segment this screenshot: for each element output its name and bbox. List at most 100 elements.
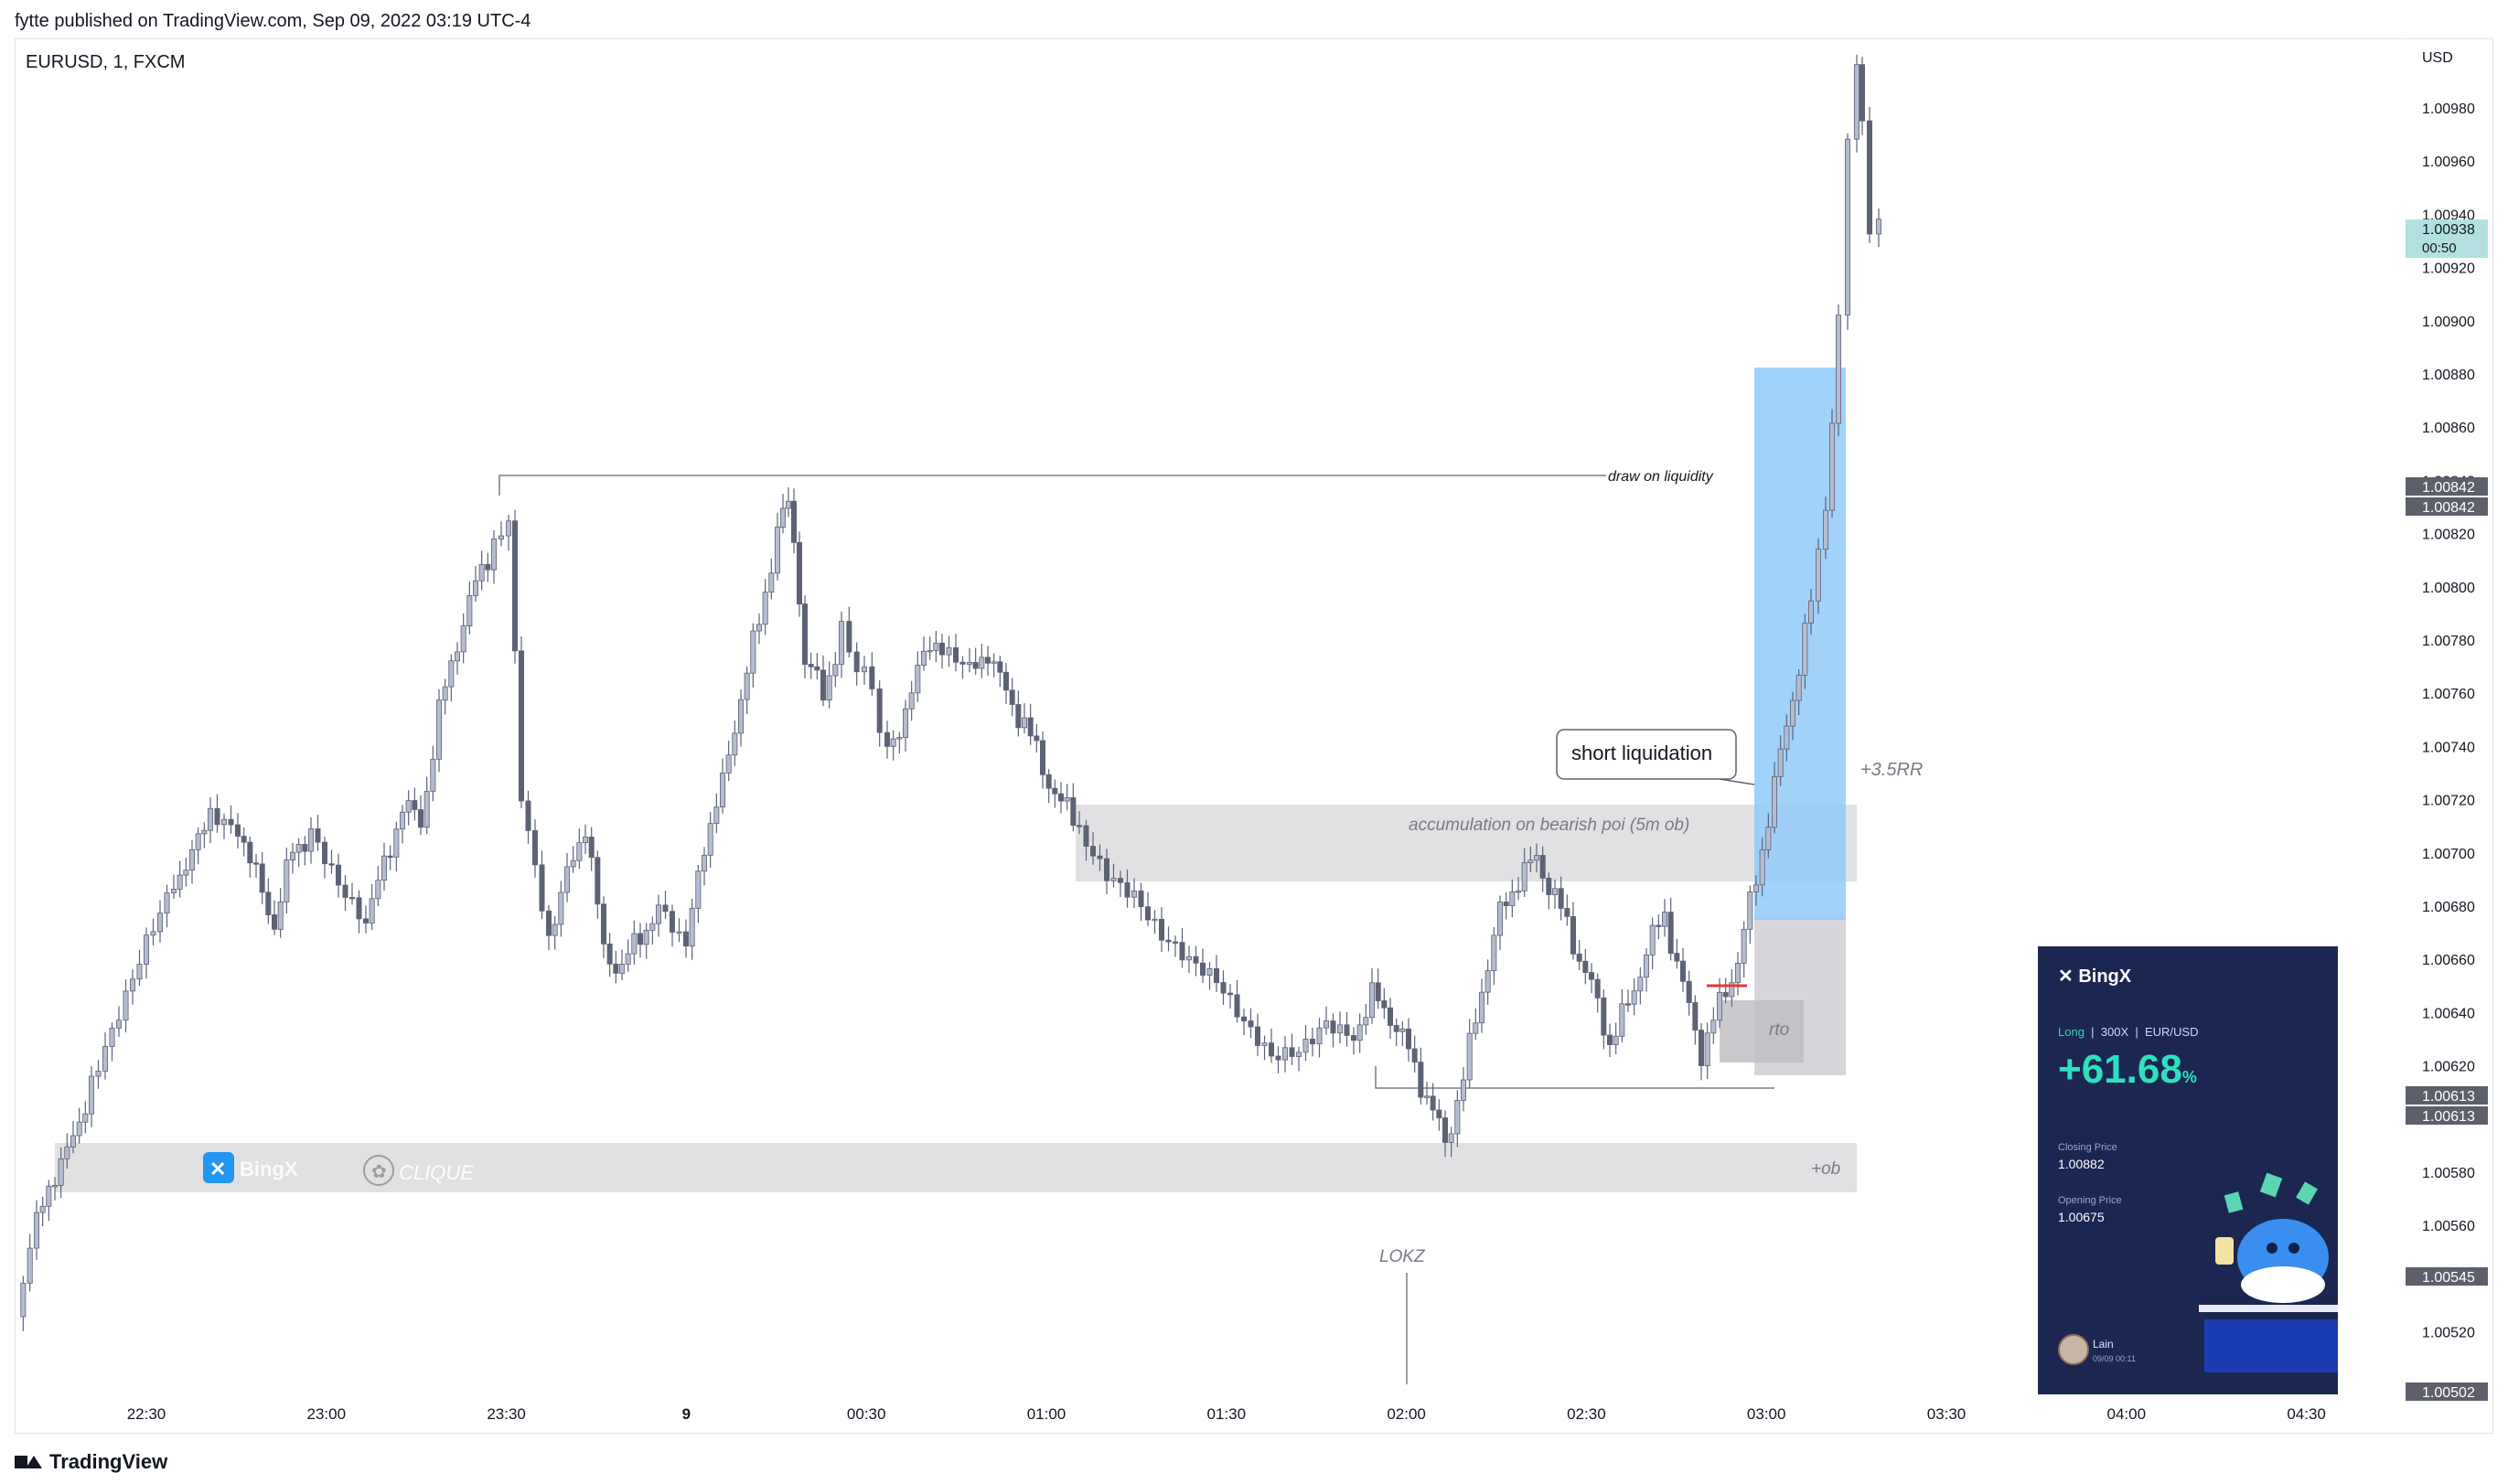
candle	[775, 512, 781, 581]
candle	[399, 805, 405, 844]
candle	[1356, 1013, 1363, 1053]
candle	[1200, 948, 1206, 983]
candle	[454, 642, 460, 675]
candle	[683, 919, 690, 958]
low-line	[1375, 1066, 1774, 1089]
short-liquidation-callout[interactable]: short liquidation	[1556, 729, 1755, 785]
candle	[791, 488, 798, 554]
svg-text:1.00502: 1.00502	[2422, 1385, 2475, 1401]
candle	[1521, 848, 1527, 897]
candle	[670, 904, 676, 947]
candle	[102, 1032, 109, 1080]
candle	[1003, 662, 1010, 704]
candle	[797, 531, 803, 617]
candle	[27, 1233, 33, 1292]
candle	[689, 898, 695, 960]
candle	[846, 606, 852, 658]
candle	[315, 815, 321, 851]
candle	[649, 916, 656, 945]
candle	[1034, 723, 1040, 753]
candle	[512, 509, 519, 664]
candle	[1124, 869, 1131, 908]
candle	[1173, 935, 1179, 957]
candle	[1808, 589, 1815, 635]
y-tick-label: 1.00700	[2422, 847, 2475, 862]
candle	[903, 699, 909, 752]
y-tick-label: 1.00880	[2422, 368, 2475, 383]
candle	[1845, 133, 1851, 330]
candle	[46, 1180, 52, 1222]
candle	[967, 647, 973, 673]
candle	[1241, 1009, 1248, 1036]
candle	[1823, 496, 1829, 560]
candle	[284, 848, 290, 914]
candle	[1393, 1019, 1399, 1047]
candle	[695, 865, 702, 923]
candle	[814, 653, 820, 680]
candle	[1442, 1110, 1449, 1158]
candle	[259, 851, 265, 904]
lokz-label: LOKZ	[1379, 1247, 1426, 1266]
candle	[1269, 1028, 1275, 1063]
svg-text:1.00842: 1.00842	[2422, 500, 2475, 516]
candle	[1765, 813, 1772, 859]
candle	[606, 933, 613, 977]
rto-label: rto	[1769, 1020, 1789, 1040]
candle	[164, 884, 170, 928]
candle	[435, 689, 442, 773]
candle	[234, 813, 241, 849]
candle	[638, 923, 644, 958]
candle	[1193, 945, 1199, 977]
candle	[1214, 955, 1220, 993]
candle	[473, 566, 479, 603]
candle	[908, 680, 915, 721]
candle	[750, 623, 756, 688]
candle	[1296, 1046, 1302, 1072]
candle	[1186, 945, 1193, 973]
svg-text:✕: ✕	[209, 1158, 226, 1180]
candle	[356, 890, 362, 934]
x-tick-label: 02:00	[1387, 1405, 1426, 1423]
candle	[876, 680, 883, 747]
y-tick-label: 1.00520	[2422, 1326, 2475, 1341]
candle	[348, 882, 355, 905]
x-tick-label: 9	[682, 1405, 691, 1423]
candle	[307, 817, 314, 864]
candle	[1816, 538, 1822, 614]
candle	[1165, 926, 1172, 952]
candle	[1576, 939, 1582, 970]
candle	[1110, 863, 1117, 888]
candle	[1860, 57, 1866, 135]
candle	[1159, 907, 1165, 953]
x-tick-label: 00:30	[847, 1405, 886, 1423]
candle	[896, 731, 903, 754]
y-tick-label: 1.00680	[2422, 900, 2475, 915]
mascot-illustration	[2199, 1172, 2338, 1312]
candle	[321, 837, 327, 879]
candle	[707, 812, 713, 869]
closing-price-value: 1.00882	[2058, 1157, 2105, 1171]
draw-on-liquidity-line	[498, 475, 1606, 496]
candle	[177, 860, 183, 898]
y-tick-label: 1.00760	[2422, 687, 2475, 702]
candle	[702, 847, 708, 886]
svg-text:BingX: BingX	[240, 1158, 298, 1180]
tradingview-logo[interactable]: TradingView	[15, 1450, 167, 1474]
candle	[1104, 849, 1110, 895]
rr-label: +3.5RR	[1860, 760, 1923, 780]
candle	[576, 828, 583, 870]
candle	[1454, 1090, 1461, 1148]
candle	[588, 827, 595, 871]
currency-label: USD	[2422, 50, 2453, 66]
candle	[890, 730, 896, 761]
candle	[1083, 819, 1089, 861]
accumulation-label: accumulation on bearish poi (5m ob)	[1409, 816, 1689, 835]
position-meta: Long | 300X | EUR/USD	[2058, 1025, 2199, 1039]
candle	[76, 1107, 82, 1144]
svg-text:1.00842: 1.00842	[2422, 480, 2475, 496]
candle	[1351, 1027, 1357, 1055]
candle	[1497, 895, 1504, 950]
candle	[1009, 678, 1015, 717]
candle	[1344, 1011, 1350, 1047]
